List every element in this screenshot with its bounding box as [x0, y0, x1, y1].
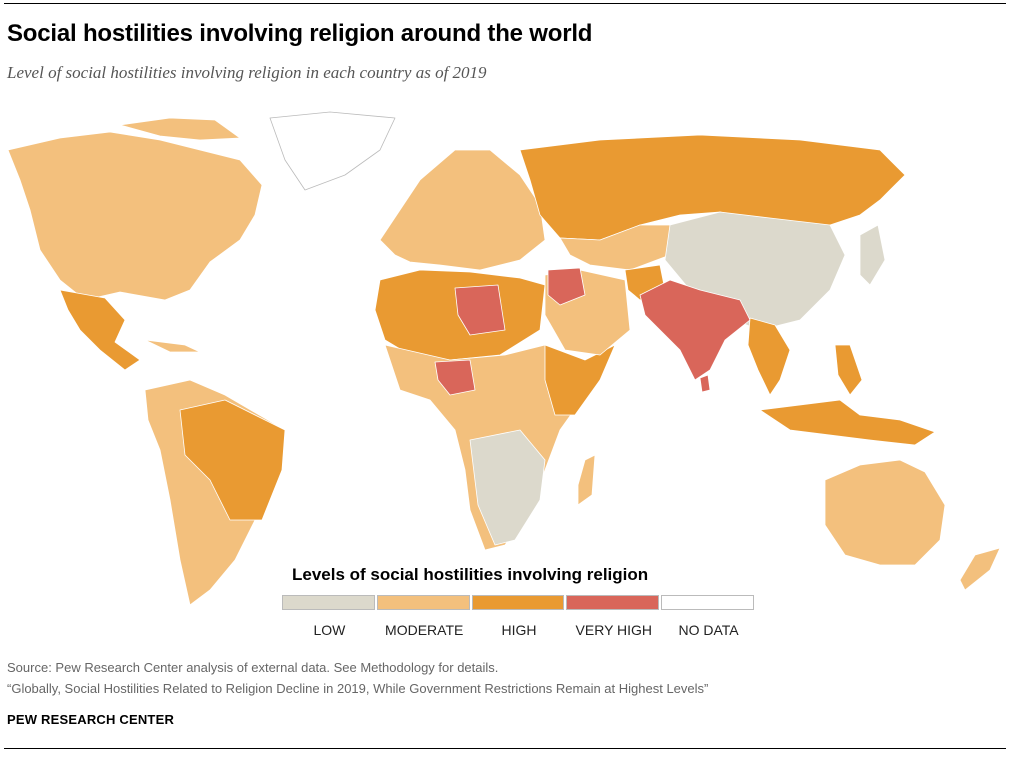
- chart-subtitle: Level of social hostilities involving re…: [7, 63, 487, 82]
- legend-label-very-high: VERY HIGH: [575, 622, 653, 638]
- region-sri-lanka: [699, 374, 711, 393]
- legend-label-low: LOW: [313, 622, 346, 638]
- legend-swatch-very-high: [566, 595, 660, 610]
- legend-swatch-moderate: [376, 595, 470, 610]
- region-indonesia: [759, 399, 936, 446]
- region-libya: [454, 284, 506, 336]
- legend-labels: LOW MODERATE HIGH VERY HIGH NO DATA: [282, 622, 756, 638]
- legend-swatch-high: [471, 595, 565, 610]
- world-map: [7, 111, 1001, 606]
- region-brazil: [179, 399, 286, 521]
- region-caribbean: [144, 339, 201, 353]
- source-text: Source: Pew Research Center analysis of …: [7, 660, 499, 675]
- legend-swatch-low: [282, 595, 375, 610]
- region-greenland: [269, 111, 396, 191]
- region-madagascar: [577, 454, 596, 506]
- region-horn-of-africa: [544, 344, 616, 416]
- legend-label-moderate: MODERATE: [385, 622, 464, 638]
- bottom-rule: [4, 748, 1006, 749]
- legend-title: Levels of social hostilities involving r…: [292, 565, 649, 584]
- region-australia: [824, 459, 946, 566]
- region-india: [639, 279, 751, 381]
- legend-swatch-no-data: [661, 595, 754, 610]
- region-japan: [859, 224, 886, 286]
- region-mexico: [59, 289, 141, 371]
- region-nigeria: [434, 359, 476, 396]
- region-levant: [547, 267, 586, 306]
- top-rule: [4, 3, 1006, 4]
- region-new-zealand: [959, 547, 1001, 591]
- legend: Levels of social hostilities involving r…: [282, 565, 756, 638]
- organization-credit: PEW RESEARCH CENTER: [7, 712, 175, 727]
- legend-label-high: HIGH: [501, 622, 537, 638]
- region-southeast-asia: [747, 317, 791, 396]
- region-philippines: [834, 344, 863, 396]
- source-note: Source: Pew Research Center analysis of …: [7, 657, 708, 699]
- chart-title: Social hostilities involving religion ar…: [7, 20, 593, 47]
- region-europe: [379, 149, 546, 271]
- region-north-america: [7, 131, 263, 301]
- region-canada-islands: [119, 117, 241, 141]
- legend-swatches: [282, 595, 756, 610]
- region-southern-africa: [469, 429, 546, 546]
- legend-label-no-data: NO DATA: [678, 622, 739, 638]
- citation-text: “Globally, Social Hostilities Related to…: [7, 681, 709, 696]
